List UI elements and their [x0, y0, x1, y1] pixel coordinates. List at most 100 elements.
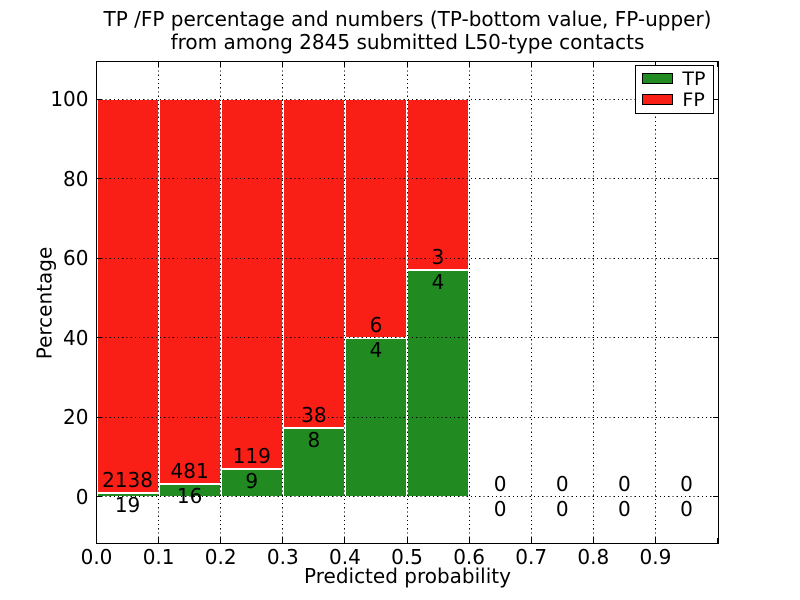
- v-gridline: [344, 61, 346, 543]
- x-tick-top: [468, 61, 470, 67]
- y-tick-label: 100: [50, 87, 89, 112]
- x-tick-label: 0.3: [266, 544, 299, 569]
- y-axis-label-wrap: Percentage: [31, 62, 57, 543]
- v-gridline: [592, 61, 594, 543]
- h-gridline: [96, 98, 718, 100]
- x-axis-label: Predicted probability: [304, 564, 511, 588]
- x-tick-top: [717, 61, 718, 67]
- y-tick: [96, 496, 102, 498]
- y-tick-label: 60: [63, 246, 89, 271]
- y-tick: [96, 257, 102, 259]
- tp-bar-segment: [407, 269, 470, 497]
- legend: TP FP: [635, 64, 714, 114]
- fp-bar-segment: [407, 99, 470, 270]
- x-tick-label: 0.1: [142, 544, 175, 569]
- fp-bar-segment: [96, 99, 159, 494]
- h-gridline: [96, 416, 718, 418]
- v-gridline: [282, 61, 284, 543]
- tp-count-label: 8: [307, 427, 321, 452]
- y-tick: [96, 178, 102, 180]
- fp-count-label: 119: [232, 443, 271, 468]
- x-tick-top: [406, 61, 408, 67]
- chart-title-line2: from among 2845 submitted L50-type conta…: [170, 30, 645, 54]
- x-tick-label: 0.8: [577, 544, 610, 569]
- fp-bar-segment: [282, 99, 345, 428]
- v-gridline: [468, 61, 470, 543]
- fp-count-label: 0: [680, 471, 693, 496]
- tp-count-label: 19: [114, 493, 141, 518]
- y-tick: [96, 416, 102, 418]
- plot-area: TP FP 0.0 0.1 0.2 0.3 0.4 0.5 0.6 0.7 0.8 0.9 0 20 4…: [50, 60, 719, 568]
- y-tick-right: [712, 178, 718, 180]
- x-tick: [654, 537, 656, 543]
- x-tick-top: [96, 61, 97, 67]
- v-gridline: [158, 61, 160, 543]
- chart-title-line1: TP /FP percentage and numbers (TP-bottom…: [103, 7, 712, 31]
- y-tick-label: 20: [63, 405, 89, 430]
- tp-count-label: 4: [369, 337, 383, 362]
- fp-bar-segment: [220, 99, 283, 469]
- x-tick-label: 0.0: [80, 544, 113, 569]
- fp-count-label: 0: [617, 471, 631, 496]
- chart-title: TP /FP percentage and numbers (TP-bottom…: [97, 8, 718, 54]
- v-gridline: [220, 61, 222, 543]
- x-tick: [406, 537, 408, 543]
- tp-count-label: 9: [245, 468, 259, 493]
- x-tick-top: [158, 61, 160, 67]
- x-tick: [468, 537, 470, 543]
- fp-count-label: 481: [170, 458, 209, 483]
- x-tick-top: [530, 61, 532, 67]
- fp-count-label: 2138: [102, 468, 153, 493]
- tp-count-label: 16: [176, 483, 203, 508]
- tp-bar-segment: [96, 493, 159, 497]
- tp-count-label: 0: [555, 496, 569, 521]
- fp-legend-swatch: [642, 94, 674, 105]
- tp-count-label: 4: [431, 269, 445, 294]
- fp-count-label: 38: [301, 402, 327, 427]
- fp-bar-segment: [158, 99, 221, 484]
- y-tick-right: [712, 416, 718, 418]
- x-tick: [220, 537, 222, 543]
- legend-entry-fp: FP: [642, 88, 705, 111]
- fp-legend-label: FP: [682, 88, 705, 111]
- x-tick-label: 0.6: [453, 544, 485, 569]
- v-gridline: [654, 61, 656, 543]
- x-tick: [592, 537, 594, 543]
- tp-count-label: 0: [680, 496, 693, 521]
- x-tick-label: 0.9: [639, 544, 672, 569]
- fp-bar-segment: [344, 99, 407, 338]
- fp-count-label: 6: [369, 312, 383, 337]
- fp-count-label: 0: [493, 471, 507, 496]
- y-tick: [96, 337, 102, 339]
- y-tick-label: 0: [75, 484, 89, 509]
- x-tick: [530, 537, 532, 543]
- x-tick-top: [220, 61, 222, 67]
- h-gridline: [96, 496, 718, 498]
- y-tick-right: [712, 98, 718, 100]
- x-tick-label: 0.4: [328, 544, 361, 569]
- h-gridline: [96, 337, 718, 339]
- x-tick: [717, 537, 718, 543]
- x-tick: [344, 537, 346, 543]
- y-tick: [96, 98, 102, 100]
- x-tick-top: [282, 61, 284, 67]
- y-tick-right: [712, 257, 718, 259]
- x-tick: [96, 537, 97, 543]
- x-tick-label: 0.7: [515, 544, 548, 569]
- tp-legend-swatch: [642, 73, 674, 84]
- y-tick-right: [712, 496, 718, 498]
- x-tick: [158, 537, 160, 543]
- tp-count-label: 0: [617, 496, 631, 521]
- tp-bar-segment: [282, 427, 345, 497]
- y-tick-label: 80: [63, 166, 89, 191]
- x-tick-label: 0.2: [204, 544, 237, 569]
- tp-bar-segment: [220, 468, 283, 497]
- x-tick: [282, 537, 284, 543]
- x-tick-top: [344, 61, 346, 67]
- tp-legend-label: TP: [682, 67, 706, 90]
- legend-entry-tp: TP: [642, 67, 706, 90]
- y-tick-right: [712, 337, 718, 339]
- x-tick-top: [654, 61, 656, 67]
- x-tick-label: 0.5: [391, 544, 423, 569]
